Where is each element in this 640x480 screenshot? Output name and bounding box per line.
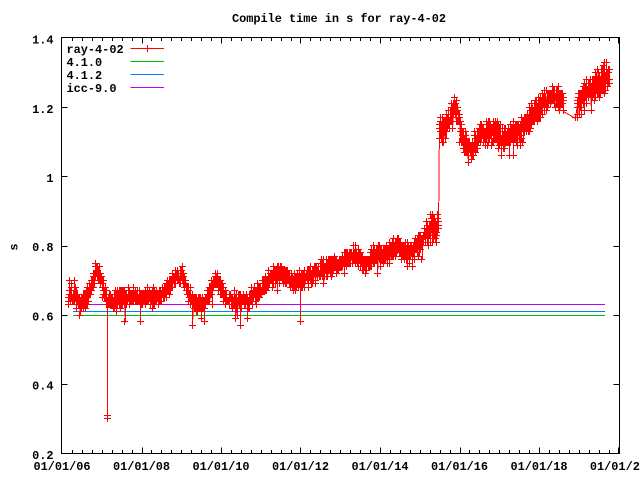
svg-text:0.8: 0.8 xyxy=(32,241,53,255)
svg-text:1: 1 xyxy=(46,172,53,186)
svg-text:01/01/2: 01/01/2 xyxy=(590,460,640,474)
svg-text:0.6: 0.6 xyxy=(32,310,53,324)
svg-text:01/01/16: 01/01/16 xyxy=(431,460,488,474)
svg-text:1.4: 1.4 xyxy=(32,34,53,48)
svg-text:s: s xyxy=(8,243,22,250)
svg-text:01/01/10: 01/01/10 xyxy=(192,460,249,474)
svg-text:01/01/18: 01/01/18 xyxy=(510,460,567,474)
svg-text:01/01/08: 01/01/08 xyxy=(113,460,170,474)
svg-text:Compile time in s for ray-4-02: Compile time in s for ray-4-02 xyxy=(232,12,446,26)
svg-text:4.1.2: 4.1.2 xyxy=(67,69,103,83)
svg-text:4.1.0: 4.1.0 xyxy=(67,56,103,70)
svg-text:0.2: 0.2 xyxy=(32,449,53,463)
svg-text:01/01/06: 01/01/06 xyxy=(33,460,90,474)
svg-text:ray-4-02: ray-4-02 xyxy=(67,43,124,57)
svg-text:icc-9.0: icc-9.0 xyxy=(67,82,117,96)
svg-text:01/01/14: 01/01/14 xyxy=(351,460,408,474)
svg-text:01/01/12: 01/01/12 xyxy=(272,460,329,474)
svg-text:0.4: 0.4 xyxy=(32,380,53,394)
svg-text:1.2: 1.2 xyxy=(32,103,53,117)
